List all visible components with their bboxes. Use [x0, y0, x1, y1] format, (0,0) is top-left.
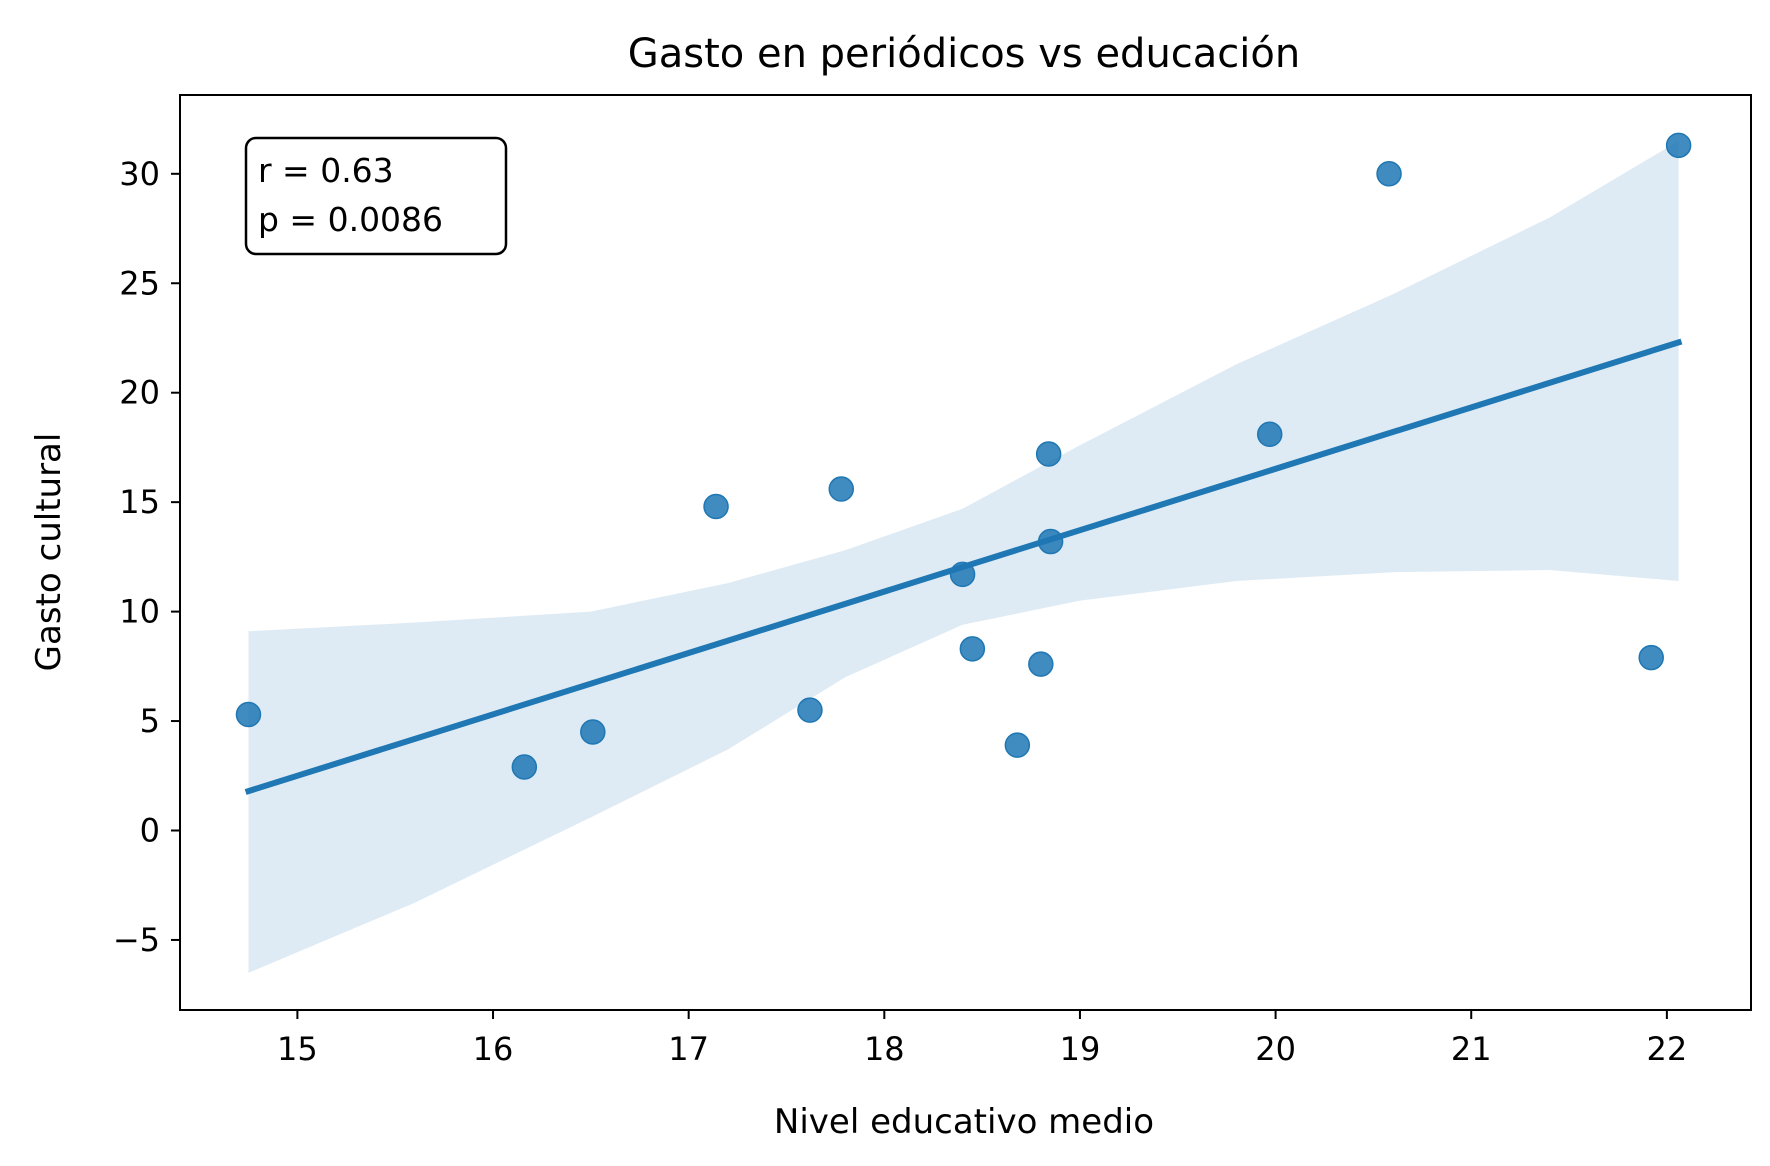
x-tick-label: 21: [1451, 1030, 1492, 1068]
x-axis-label: Nivel educativo medio: [774, 1102, 1154, 1142]
data-point: [1035, 441, 1062, 467]
data-point: [1028, 651, 1054, 677]
stats-box-frame: [244, 136, 508, 256]
chart-title: Gasto en periódicos vs educación: [628, 31, 1300, 77]
y-tick-label: 15: [119, 483, 160, 521]
y-tick-label: 10: [119, 593, 160, 631]
y-tick-label: 20: [119, 374, 160, 412]
data-point: [703, 493, 729, 520]
y-tick-label: 0: [140, 812, 160, 850]
y-axis-label: Gasto cultural: [29, 433, 69, 672]
stats-p-value: p = 0.0086: [258, 200, 443, 239]
x-tick-label: 17: [668, 1030, 709, 1068]
data-point: [511, 754, 538, 780]
x-tick-label: 19: [1060, 1030, 1101, 1068]
data-point: [1376, 161, 1402, 187]
data-point: [1638, 644, 1664, 671]
y-tick-label: −5: [113, 921, 160, 959]
data-point: [1665, 132, 1692, 159]
plot-area: [235, 132, 1692, 973]
y-tick-label: 30: [119, 155, 160, 193]
data-point: [949, 561, 976, 588]
data-point: [959, 636, 986, 662]
x-tick-label: 16: [473, 1030, 514, 1068]
data-point: [1256, 421, 1283, 448]
stats-box: r = 0.63 p = 0.0086: [244, 136, 508, 256]
data-point: [1037, 528, 1064, 555]
data-point: [797, 697, 823, 723]
x-tick-label: 20: [1255, 1030, 1296, 1068]
data-point: [235, 701, 262, 728]
x-axis: 15 16 17 18 19 20 21 22: [277, 1010, 1687, 1068]
data-point: [580, 719, 606, 745]
x-tick-label: 18: [864, 1030, 905, 1068]
confidence-band: [248, 140, 1679, 973]
data-point: [828, 476, 855, 502]
plot-frame: [179, 94, 1752, 1011]
y-axis: −5 0 5 10 15 20 25 30: [113, 155, 180, 959]
stats-r-value: r = 0.63: [258, 151, 394, 190]
x-tick-label: 22: [1647, 1030, 1688, 1068]
y-tick-label: 5: [140, 702, 160, 740]
data-point: [1004, 732, 1031, 758]
x-tick-label: 15: [277, 1030, 318, 1068]
y-tick-label: 25: [119, 264, 160, 302]
